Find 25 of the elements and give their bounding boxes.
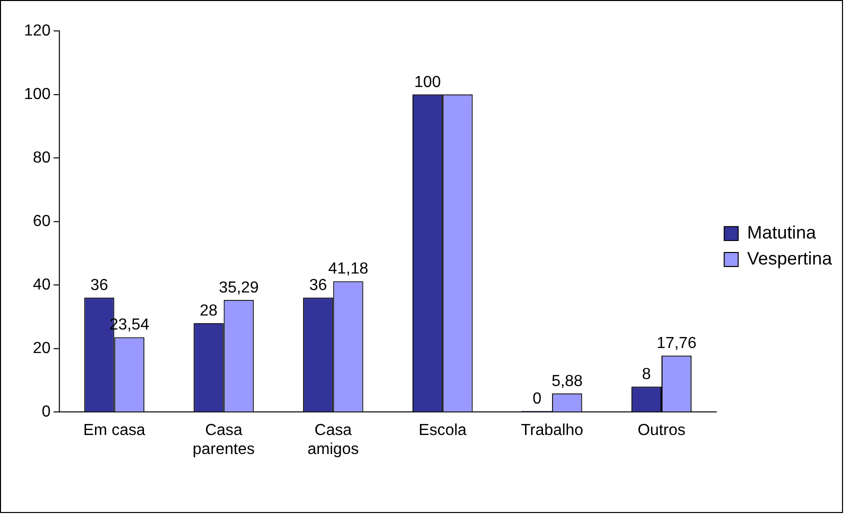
data-label: 28 (200, 302, 218, 320)
data-label: 17,76 (656, 335, 697, 352)
x-tick-label: Casa parentes (192, 422, 255, 458)
data-label: 5,88 (552, 372, 583, 390)
y-tick-label: 20 (32, 340, 51, 357)
data-label: 100 (414, 74, 442, 91)
y-tick-label: 40 (32, 276, 51, 294)
x-tick-label: Escola (418, 422, 467, 439)
data-label: 0 (532, 390, 542, 408)
x-tick-label: Em casa (83, 422, 146, 439)
y-tick-label: 60 (32, 212, 51, 230)
data-label: 41,18 (328, 260, 368, 278)
data-label: 35,29 (218, 279, 259, 296)
y-tick-label: 100 (24, 86, 51, 103)
legend-label: Matutina (747, 222, 816, 243)
legend-label: Vespertina (747, 248, 832, 268)
y-tick-label: 80 (32, 149, 51, 166)
data-label: 8 (642, 366, 652, 384)
y-tick-label: 0 (42, 403, 51, 420)
x-tick-label: Outros (638, 422, 686, 439)
x-tick-label: Casa amigos (307, 422, 359, 458)
x-tick-label: Trabalho (520, 422, 584, 439)
y-tick-label: 120 (24, 22, 51, 40)
data-label: 36 (90, 277, 108, 294)
data-label: 36 (309, 277, 328, 294)
